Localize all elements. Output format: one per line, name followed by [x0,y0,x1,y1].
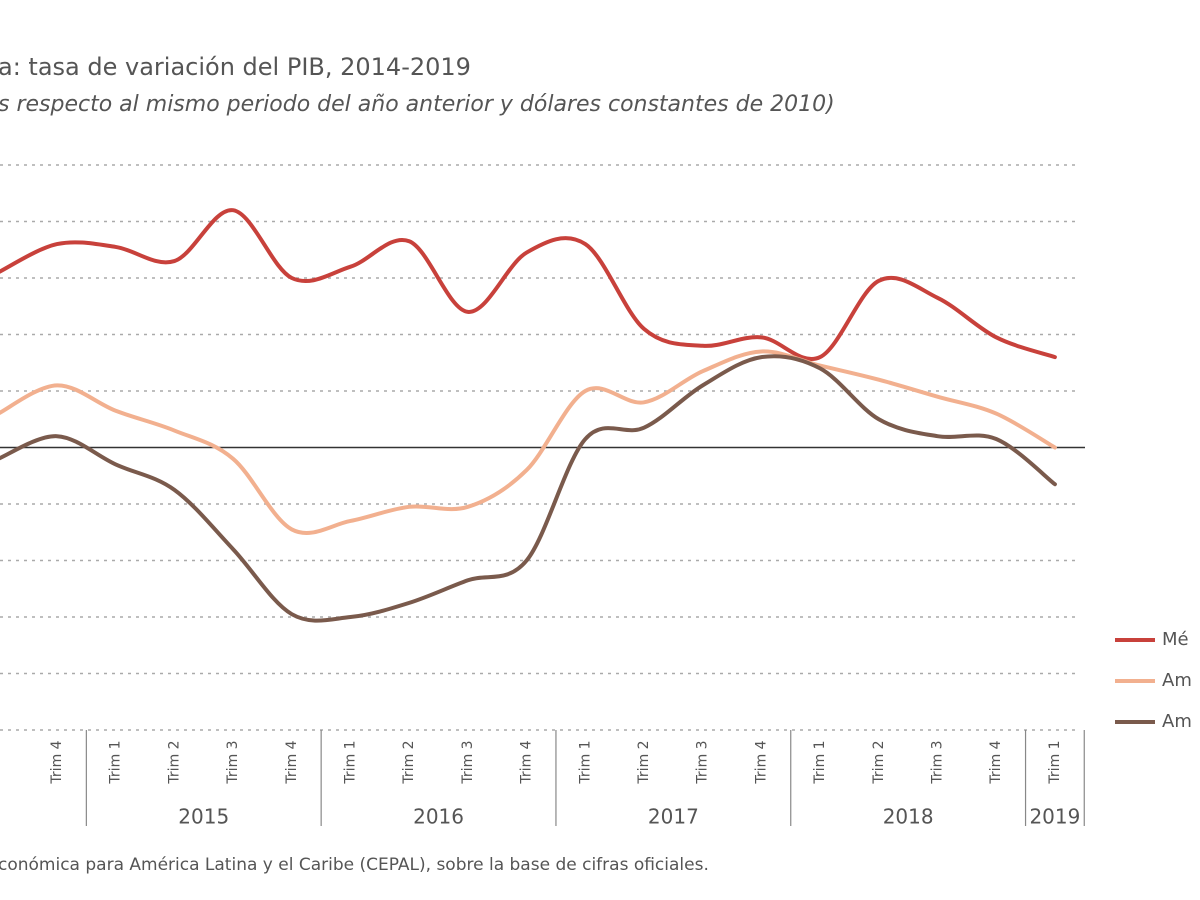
series-line [0,349,1057,535]
x-tick-label: Trim 3 [460,740,476,784]
x-tick-label: Trim 4 [988,740,1004,784]
chart-title: a: tasa de variación del PIB, 2014-2019 [0,53,471,81]
x-tick-label: Trim 4 [519,740,535,784]
x-tick-label: Trim 1 [1047,740,1063,784]
legend-label: Am [1162,670,1192,691]
x-tick-label: Trim 1 [812,740,828,784]
x-tick-label: Trim 2 [636,740,652,784]
year-label: 2015 [178,805,229,829]
legend-label: Am [1162,711,1192,732]
year-label: 2017 [648,805,699,829]
legend-label: Mé [1162,629,1189,650]
series-line [0,208,1057,361]
year-label: 2016 [413,805,464,829]
x-tick-label: Trim 1 [108,740,124,784]
x-tick-label: Trim 3 [695,740,711,784]
x-tick-label: Trim 1 [343,740,359,784]
x-tick-label: Trim 4 [49,740,65,784]
x-tick-label: Trim 1 [577,740,593,784]
year-label: 2018 [883,805,934,829]
x-tick-label: Trim 3 [930,740,946,784]
series-line [0,354,1057,623]
x-tick-label: Trim 4 [753,740,769,784]
x-tick-label: Trim 2 [871,740,887,784]
year-label: 2019 [1029,805,1080,829]
chart-subtitle: s respecto al mismo periodo del año ante… [0,92,835,117]
x-tick-label: Trim 3 [225,740,241,784]
x-tick-label: Trim 2 [401,740,417,784]
x-tick-label: Trim 4 [284,740,300,784]
source-note: conómica para América Latina y el Caribe… [0,855,709,875]
x-tick-label: Trim 2 [166,740,182,784]
